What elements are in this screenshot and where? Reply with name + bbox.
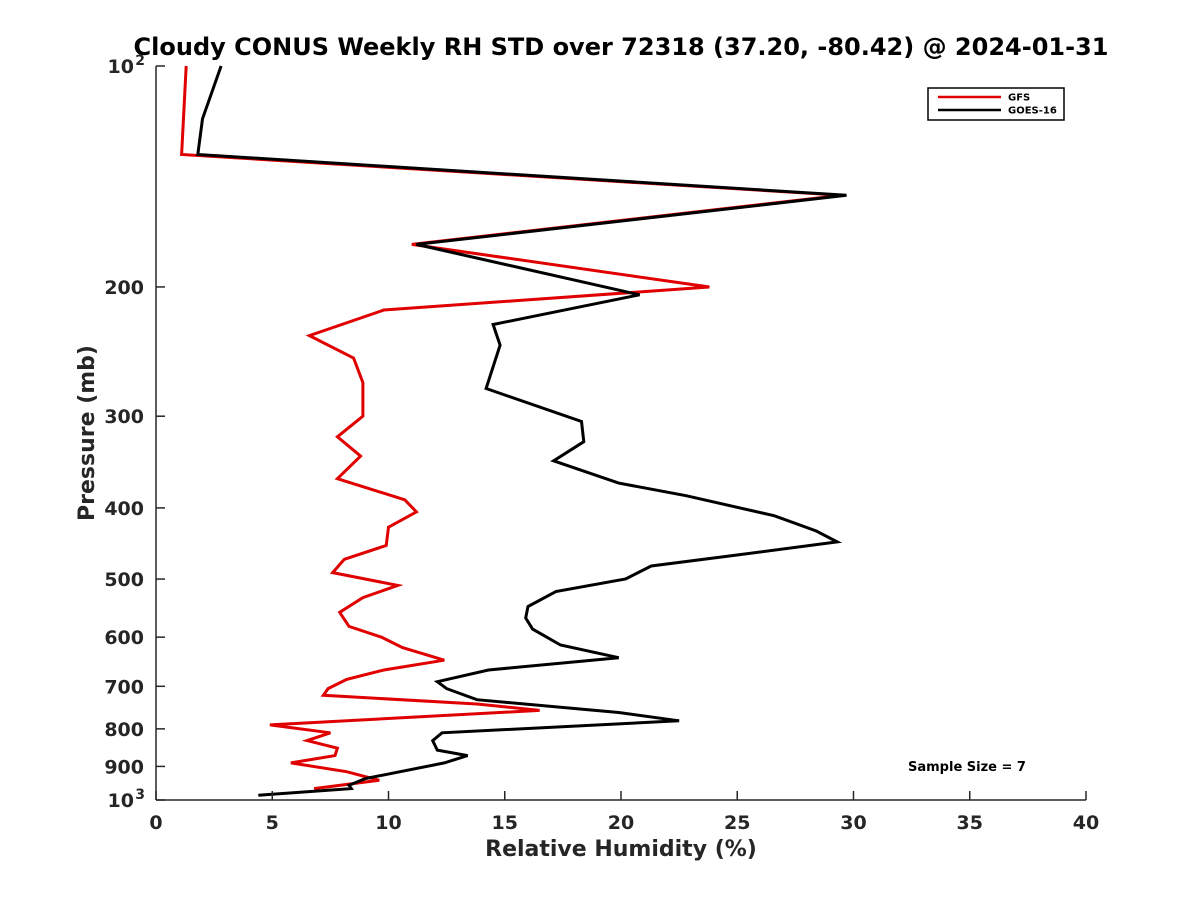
x-tick-label: 25 [724, 812, 750, 834]
x-tick-label: 0 [149, 812, 162, 834]
x-tick-label: 40 [1073, 812, 1099, 834]
x-tick-label: 10 [375, 812, 401, 834]
y-tick-exponent: 2 [135, 53, 145, 69]
y-tick-label: 700 [104, 676, 144, 698]
legend-label: GOES-16 [1008, 106, 1057, 117]
chart-title: Cloudy CONUS Weekly RH STD over 72318 (3… [134, 33, 1109, 61]
y-tick-label: 200 [104, 277, 144, 299]
x-tick-label: 15 [492, 812, 518, 834]
y-tick-label: 800 [104, 719, 144, 741]
legend-box [927, 87, 1065, 121]
series-line-gfs [180, 65, 843, 791]
y-tick-label: 600 [104, 627, 144, 649]
x-tick-label: 5 [266, 812, 279, 834]
plot-area [155, 65, 1086, 801]
y-tick-label: 400 [104, 498, 144, 520]
x-axis-ticks: 0 5 10 15 20 25 30 35 40 [149, 791, 1099, 834]
sample-size-annotation: Sample Size = 7 [908, 760, 1026, 775]
y-tick-label: 900 [104, 756, 144, 778]
series-line-goes-16 [196, 65, 847, 797]
y-tick-label: 10 [108, 790, 134, 812]
y-axis-label: Pressure (mb) [75, 345, 100, 521]
x-tick-label: 30 [840, 812, 866, 834]
y-tick-label: 500 [104, 569, 144, 591]
y-tick-exponent: 3 [135, 787, 145, 803]
y-tick-label: 300 [104, 406, 144, 428]
x-tick-label: 35 [957, 812, 983, 834]
y-tick-label: 10 [108, 56, 134, 78]
x-tick-label: 20 [608, 812, 634, 834]
legend: GFS GOES-16 [927, 87, 1065, 121]
legend-label: GFS [1008, 93, 1030, 104]
x-axis-label: Relative Humidity (%) [485, 837, 757, 862]
